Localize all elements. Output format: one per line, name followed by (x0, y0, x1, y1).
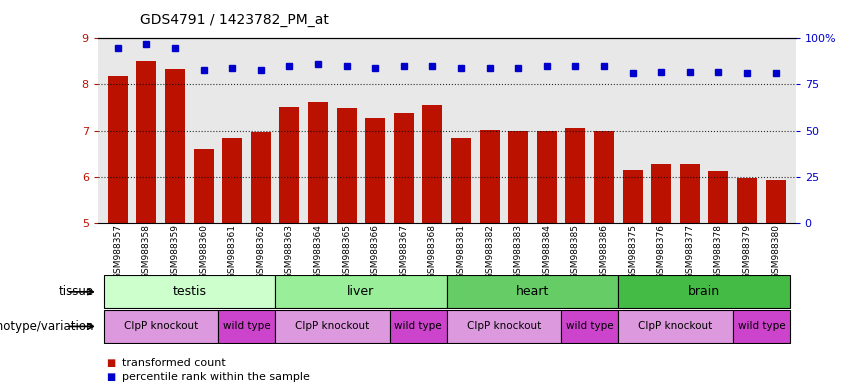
Bar (218, 310, 275, 343)
Bar (709, 171, 728, 223)
Text: wild type: wild type (738, 321, 785, 331)
Bar (561, 310, 619, 343)
Bar (565, 128, 585, 223)
Bar (222, 138, 243, 223)
Bar (279, 107, 300, 223)
Bar (108, 76, 128, 223)
Bar (275, 310, 390, 343)
Bar (680, 164, 700, 223)
Text: ClpP knockout: ClpP knockout (123, 321, 198, 331)
Text: ■: ■ (106, 372, 116, 382)
Bar (594, 131, 614, 223)
Text: ■: ■ (106, 358, 116, 368)
Bar (365, 118, 386, 223)
Bar (165, 69, 186, 223)
Bar (104, 310, 218, 343)
Bar (537, 131, 557, 223)
Text: heart: heart (516, 285, 549, 298)
Text: wild type: wild type (394, 321, 442, 331)
Bar (651, 164, 671, 223)
Text: GDS4791 / 1423782_PM_at: GDS4791 / 1423782_PM_at (140, 13, 329, 27)
Bar (275, 275, 447, 308)
Bar (394, 113, 414, 223)
Bar (508, 131, 528, 223)
Bar (308, 102, 328, 223)
Text: genotype/variation: genotype/variation (0, 320, 94, 333)
Bar (737, 178, 757, 223)
Text: brain: brain (688, 285, 720, 298)
Bar (619, 275, 790, 308)
Bar (623, 170, 643, 223)
Bar (480, 130, 500, 223)
Text: wild type: wild type (223, 321, 271, 331)
Bar (447, 275, 619, 308)
Bar (447, 310, 561, 343)
Bar (619, 310, 733, 343)
Bar (766, 180, 785, 223)
Bar (390, 310, 447, 343)
Bar (104, 275, 275, 308)
Text: tissue: tissue (59, 285, 94, 298)
Text: percentile rank within the sample: percentile rank within the sample (122, 372, 310, 382)
Bar (422, 105, 443, 223)
Bar (451, 138, 471, 223)
Text: ClpP knockout: ClpP knockout (467, 321, 541, 331)
Text: ClpP knockout: ClpP knockout (295, 321, 369, 331)
Text: testis: testis (173, 285, 207, 298)
Text: wild type: wild type (566, 321, 614, 331)
Text: ClpP knockout: ClpP knockout (638, 321, 712, 331)
Bar (251, 132, 271, 223)
Bar (733, 310, 790, 343)
Bar (136, 61, 157, 223)
Text: transformed count: transformed count (122, 358, 226, 368)
Bar (337, 108, 357, 223)
Bar (194, 149, 214, 223)
Text: liver: liver (347, 285, 374, 298)
